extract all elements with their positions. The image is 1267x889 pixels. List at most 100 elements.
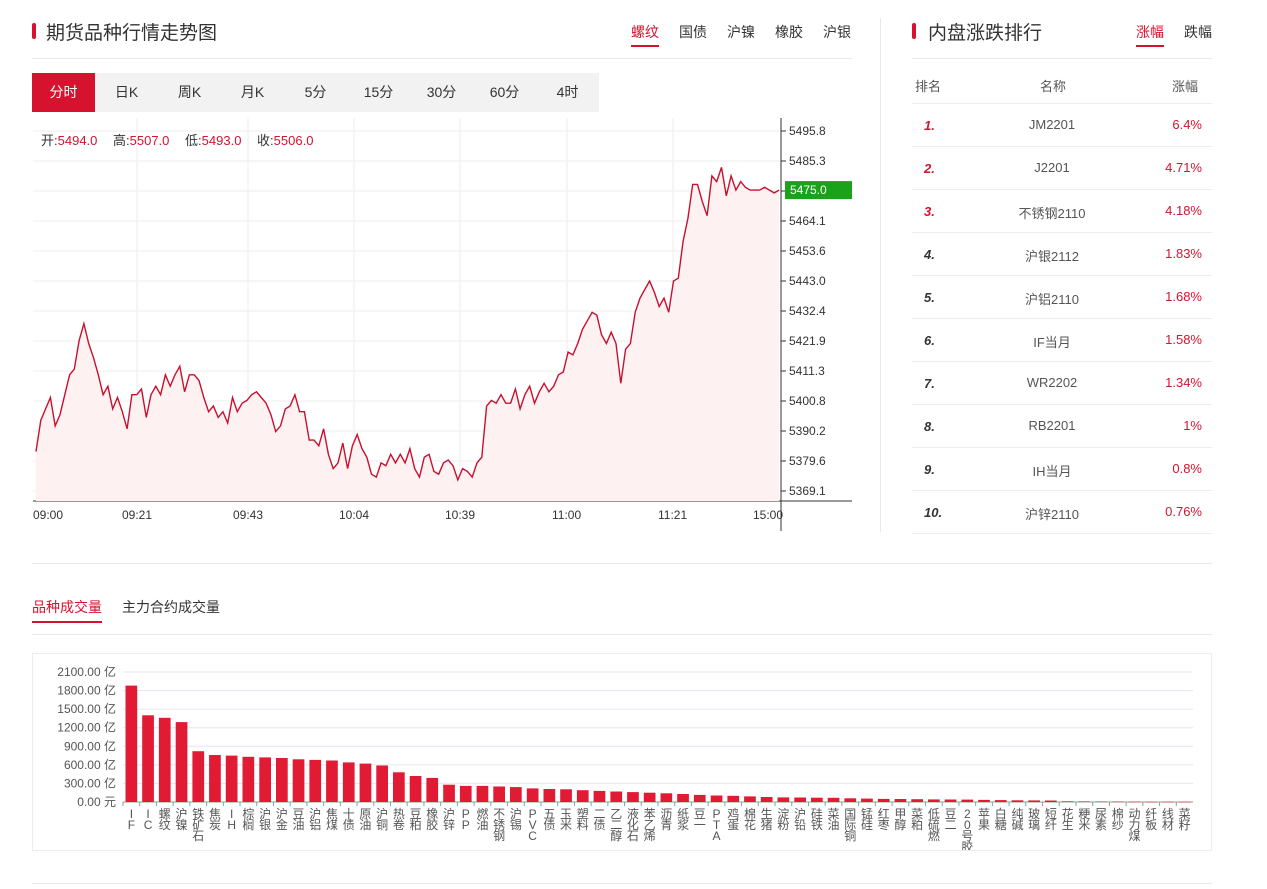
volume-category-label: 低硫燃 xyxy=(928,807,940,843)
period-button-5[interactable]: 15分 xyxy=(363,84,394,100)
tab-ranking-label: 涨幅 xyxy=(1136,24,1164,40)
volume-y-tick-label: 300.00 亿 xyxy=(64,775,116,790)
period-button-2[interactable]: 周K xyxy=(177,84,202,100)
volume-bar xyxy=(393,772,405,802)
open-label: 开: xyxy=(41,133,58,148)
price-line xyxy=(35,167,780,482)
volume-category-label: 棕榈 xyxy=(242,806,254,832)
volume-bar xyxy=(944,799,957,802)
tab-commodity-2[interactable]: 沪镍 xyxy=(727,22,755,47)
volume-bar xyxy=(259,757,271,802)
volume-bar xyxy=(1011,800,1024,802)
price-chart[interactable]: 5495.8 5485.3 5475.0 5464.1 5453.6 5443.0 5432… xyxy=(0,118,880,538)
period-button-6[interactable]: 30分 xyxy=(426,84,457,100)
volume-y-tick-label: 1800.00 亿 xyxy=(57,683,116,698)
ranking-row[interactable]: 1. JM2201 6.4% xyxy=(912,104,1212,147)
volume-category-label: 红枣 xyxy=(878,806,890,832)
volume-category-label: 菜粕 xyxy=(911,807,923,832)
volume-tab-1[interactable]: 主力合约成交量 xyxy=(122,599,220,615)
volume-bar xyxy=(1095,801,1107,802)
volume-category-label: 焦煤 xyxy=(326,807,338,832)
volume-bar xyxy=(1061,801,1074,802)
low-value: 5493.0 xyxy=(201,133,242,148)
volume-bar xyxy=(693,794,706,802)
header-rank: 排名 xyxy=(915,79,942,94)
volume-category-label: 苹果 xyxy=(978,807,990,832)
rank-number: 10. xyxy=(924,505,943,520)
volume-category-label: 粳米 xyxy=(1078,807,1090,832)
volume-bar xyxy=(242,756,255,802)
volume-bar xyxy=(376,765,388,802)
period-button-0[interactable]: 分时 xyxy=(32,73,95,112)
ranking-row[interactable]: 9. IH当月 0.8% xyxy=(912,448,1212,491)
period-button-4[interactable]: 5分 xyxy=(304,84,327,100)
volume-category-label: 五债 xyxy=(543,807,555,832)
volume-tab-0[interactable]: 品种成交量 xyxy=(32,597,102,623)
volume-category-label: 硅铁 xyxy=(811,807,823,832)
volume-bar xyxy=(643,792,656,802)
ranking-row[interactable]: 7. WR2202 1.34% xyxy=(912,362,1212,405)
tab-commodity-3[interactable]: 橡胶 xyxy=(775,22,803,47)
commodity-tabs: 螺纹 国债 沪镍 橡胶 沪银 xyxy=(631,22,851,47)
volume-category-label: 纤板 xyxy=(1145,807,1157,832)
tab-ranking-1[interactable]: 跌幅 xyxy=(1184,22,1212,47)
volume-category-label: 沪铅 xyxy=(794,807,806,832)
volume-bar xyxy=(961,799,974,802)
volume-category-label: 苯乙烯 xyxy=(644,807,656,843)
rank-number: 4. xyxy=(924,247,935,262)
period-button-7[interactable]: 60分 xyxy=(489,84,520,100)
ranking-row[interactable]: 10. 沪锌2110 0.76% xyxy=(912,491,1212,534)
ranking-row[interactable]: 6. IF当月 1.58% xyxy=(912,319,1212,362)
volume-bar xyxy=(727,795,740,802)
volume-category-label: 沪金 xyxy=(276,807,288,832)
volume-category-label: 沪镍 xyxy=(176,807,188,832)
volume-category-label: 豆一 xyxy=(694,807,706,832)
volume-bar xyxy=(309,759,322,802)
tab-commodity-0[interactable]: 螺纹 xyxy=(631,22,659,47)
period-button-1[interactable]: 日K xyxy=(114,84,139,100)
volume-bar xyxy=(760,797,773,802)
volume-category-label: 沪锡 xyxy=(510,807,522,832)
rank-number: 1. xyxy=(924,118,935,133)
rank-number: 6. xyxy=(924,333,935,348)
volume-category-label: 甲醇 xyxy=(894,807,906,832)
ranking-row[interactable]: 3. 不锈钢2110 4.18% xyxy=(912,190,1212,233)
change-percent: 4.18% xyxy=(1165,203,1202,218)
volume-category-label: 乙二醇 xyxy=(610,807,622,843)
period-button-8[interactable]: 4时 xyxy=(556,84,579,100)
ranking-row[interactable]: 5. 沪铝2110 1.68% xyxy=(912,276,1212,319)
tab-commodity-label: 沪银 xyxy=(823,24,851,40)
tab-commodity-label: 橡胶 xyxy=(775,24,803,40)
title-accent xyxy=(32,23,36,39)
ranking-title: 内盘涨跌排行 xyxy=(928,23,1043,44)
volume-bar-chart[interactable]: 2100.00 亿 1800.00 亿 1500.00 亿 1200.00 亿 900.… xyxy=(33,654,1211,854)
volume-bar xyxy=(426,777,439,802)
ranking-row[interactable]: 2. J2201 4.71% xyxy=(912,147,1212,190)
x-tick-label: 10:39 xyxy=(445,508,475,522)
volume-bar xyxy=(911,799,923,802)
tab-commodity-label: 沪镍 xyxy=(727,24,755,40)
volume-bar xyxy=(610,791,623,802)
volume-bar xyxy=(894,799,907,802)
volume-category-label: 燃油 xyxy=(476,806,488,832)
period-button-3[interactable]: 月K xyxy=(240,84,265,100)
volume-category-label: 橡胶 xyxy=(426,807,438,832)
ranking-row[interactable]: 4. 沪银2112 1.83% xyxy=(912,233,1212,276)
tab-commodity-4[interactable]: 沪银 xyxy=(823,22,851,47)
volume-category-label: 铁矿石 xyxy=(192,807,204,843)
tab-commodity-1[interactable]: 国债 xyxy=(679,22,707,47)
y-tick-label: 5495.8 xyxy=(789,124,826,138)
volume-category-label: 纯碱 xyxy=(1011,807,1023,832)
rank-number: 3. xyxy=(924,204,935,219)
contract-name: IF当月 xyxy=(1033,335,1071,350)
rank-number: 8. xyxy=(924,419,935,434)
volume-bar xyxy=(192,751,205,802)
volume-bar xyxy=(1078,801,1091,802)
ranking-row[interactable]: 8. RB2201 1% xyxy=(912,405,1212,448)
tab-ranking-0[interactable]: 涨幅 xyxy=(1136,22,1164,47)
volume-bar xyxy=(209,755,221,802)
x-tick-label: 11:00 xyxy=(552,508,581,522)
